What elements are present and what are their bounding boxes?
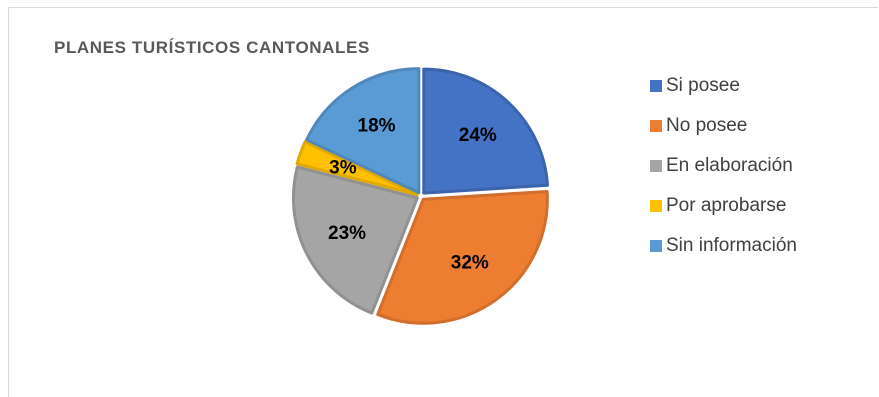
chart-title: PLANES TURÍSTICOS CANTONALES: [54, 38, 370, 57]
pie-slice: [376, 189, 549, 325]
data-label: 3%: [329, 157, 357, 178]
legend-item: En elaboración: [650, 146, 797, 186]
legend-label: Por aprobarse: [666, 195, 787, 216]
legend-label: En elaboración: [666, 155, 793, 176]
legend-swatch: [650, 240, 662, 252]
pie-slice: [305, 67, 421, 195]
legend-label: No posee: [666, 115, 748, 136]
data-label: 32%: [451, 253, 489, 274]
legend-swatch: [650, 200, 662, 212]
legend-swatch: [650, 80, 662, 92]
legend-swatch: [650, 120, 662, 132]
pie-slice: [292, 165, 419, 315]
legend-item: No posee: [650, 106, 797, 146]
legend-item: Por aprobarse: [650, 186, 797, 226]
legend-label: Si posee: [666, 75, 740, 96]
legend-label: Sin información: [666, 235, 797, 256]
legend-swatch: [650, 160, 662, 172]
legend-item: Sin información: [650, 226, 797, 266]
pie-slice: [422, 67, 549, 195]
data-label: 18%: [358, 115, 396, 136]
legend-item: Si posee: [650, 66, 797, 106]
pie-slice: [295, 140, 419, 197]
data-label: 23%: [328, 223, 366, 244]
legend: Si posee No posee En elaboración Por apr…: [650, 66, 797, 266]
data-label: 24%: [459, 125, 497, 146]
